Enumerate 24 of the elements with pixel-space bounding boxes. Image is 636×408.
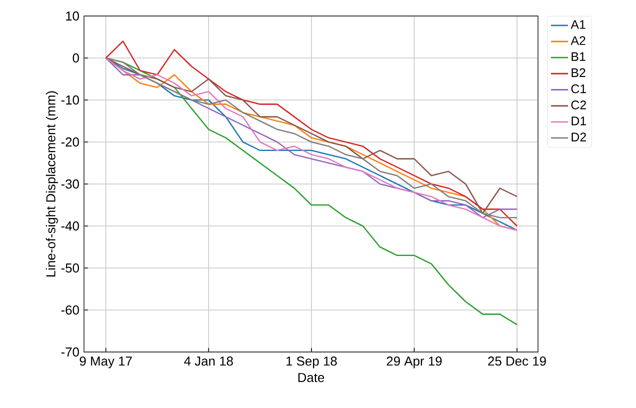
- x-tick-label: 1 Sep 18: [286, 356, 337, 368]
- legend-label: D2: [572, 132, 586, 142]
- x-tick-label: 25 Dec 19: [488, 356, 546, 366]
- y-tick-label: 0: [72, 53, 79, 63]
- y-tick-label: -30: [61, 179, 79, 189]
- y-tick-label: -50: [61, 263, 79, 273]
- legend-label: C2: [571, 100, 586, 110]
- y-axis-title: Line-of-sight Displacement (mm): [46, 91, 58, 277]
- legend-label: B2: [572, 68, 586, 77]
- legend-label: A1: [570, 20, 586, 29]
- y-tick-label: -70: [61, 347, 79, 357]
- legend-label: D1: [572, 116, 586, 126]
- x-axis-title: Date: [298, 373, 324, 382]
- legend-label: C1: [571, 84, 586, 94]
- y-tick-label: -10: [61, 95, 79, 105]
- x-tick-label: 9 May 17: [80, 356, 132, 368]
- y-tick-label: 10: [66, 11, 79, 21]
- y-tick-label: -60: [61, 305, 79, 315]
- x-tick-label: 29 Apr 19: [386, 356, 442, 368]
- y-tick-label: -40: [61, 221, 79, 231]
- y-tick-label: -20: [61, 137, 79, 147]
- legend-label: A2: [570, 36, 586, 45]
- legend-label: B1: [572, 52, 586, 61]
- x-tick-label: 4 Jan 18: [184, 356, 233, 366]
